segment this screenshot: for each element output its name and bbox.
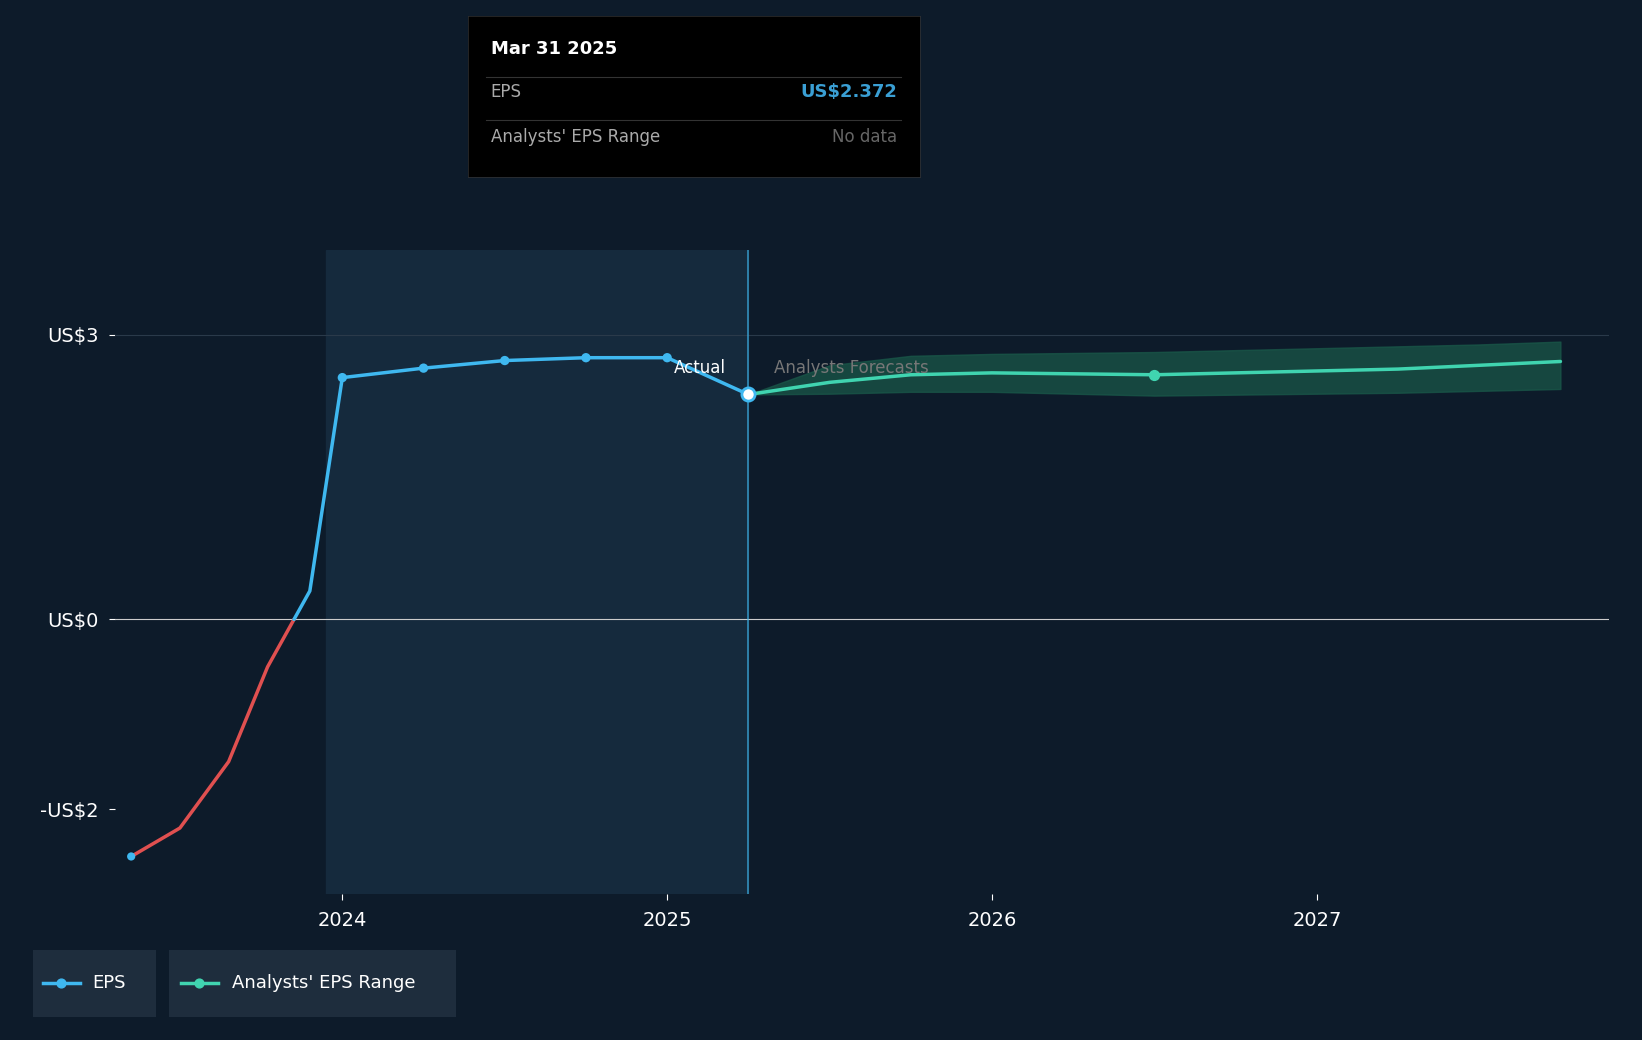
Point <box>410 360 437 376</box>
Text: Analysts' EPS Range: Analysts' EPS Range <box>491 129 660 147</box>
Point <box>573 349 599 366</box>
Point <box>118 849 144 865</box>
Text: Analysts' EPS Range: Analysts' EPS Range <box>233 974 415 992</box>
Point <box>736 386 762 402</box>
Text: Analysts Forecasts: Analysts Forecasts <box>775 359 929 376</box>
Point <box>491 353 517 369</box>
Point <box>328 369 355 386</box>
Text: Actual: Actual <box>673 359 726 376</box>
Text: US$2.372: US$2.372 <box>800 83 897 101</box>
Point <box>654 349 680 366</box>
Point <box>48 976 74 992</box>
Text: No data: No data <box>832 129 897 147</box>
Text: Mar 31 2025: Mar 31 2025 <box>491 40 617 58</box>
Point <box>1141 366 1167 383</box>
Text: EPS: EPS <box>491 83 522 101</box>
Point <box>186 976 212 992</box>
Bar <box>327 250 749 894</box>
Text: EPS: EPS <box>92 974 125 992</box>
